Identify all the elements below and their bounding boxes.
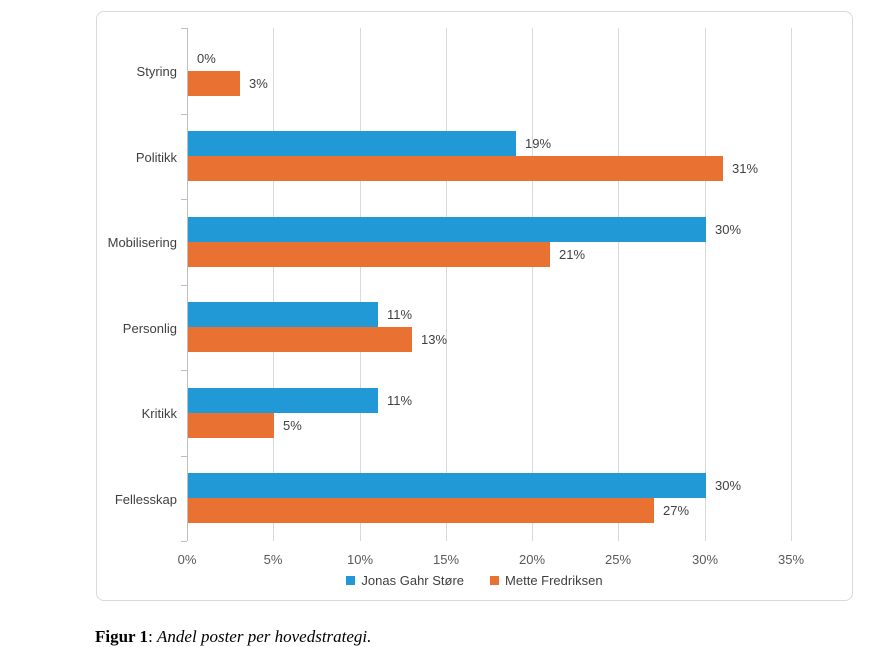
category-label: Styring: [136, 63, 177, 79]
chart-frame: 0% 5% 10% 15% 20% 25% 30% 35% Styring 0% 3% Politik…: [96, 11, 853, 601]
y-axis-tick: [181, 285, 187, 286]
x-axis-tick-label: 20%: [518, 552, 546, 567]
x-axis-tick-label: 10%: [346, 552, 374, 567]
bar-value-label: 30%: [715, 222, 742, 237]
x-axis-tick-label: 0%: [177, 552, 197, 567]
y-axis-tick: [181, 28, 187, 29]
x-axis-tick-label: 30%: [691, 552, 719, 567]
legend-label: Jonas Gahr Støre: [361, 573, 465, 588]
category-label: Kritikk: [141, 405, 177, 421]
legend-label: Mette Fredriksen: [505, 573, 603, 588]
category-label: Personlig: [122, 320, 177, 336]
chart-legend: Jonas Gahr Støre Mette Fredriksen: [97, 573, 852, 588]
bar-series-1: [188, 498, 654, 523]
x-axis-tick-label: 25%: [604, 552, 632, 567]
bar-value-label: 0%: [197, 51, 216, 66]
bar-series-0: [188, 131, 516, 156]
gridline: [273, 28, 274, 541]
legend-item-series-0: Jonas Gahr Støre: [346, 573, 464, 588]
y-axis-tick: [181, 456, 187, 457]
bar-series-1: [188, 71, 240, 96]
bar-series-1: [188, 242, 550, 267]
gridline: [618, 28, 619, 541]
bar-value-label: 13%: [421, 332, 448, 347]
legend-item-series-1: Mette Fredriksen: [490, 573, 603, 588]
bar-value-label: 11%: [387, 393, 413, 408]
y-axis-tick: [181, 114, 187, 115]
gridline: [705, 28, 706, 541]
bar-value-label: 27%: [663, 503, 690, 518]
bar-value-label: 19%: [525, 136, 552, 151]
figure-caption-separator: :: [148, 627, 158, 646]
x-axis-tick-label: 35%: [777, 552, 805, 567]
bar-value-label: 11%: [387, 307, 413, 322]
bar-value-label: 21%: [559, 247, 586, 262]
gridline: [532, 28, 533, 541]
legend-swatch: [490, 576, 500, 585]
figure-caption-label: Figur 1: [95, 627, 149, 646]
x-axis-tick-label: 5%: [263, 552, 283, 567]
gridline: [791, 28, 792, 541]
category-label: Politikk: [135, 149, 177, 165]
bar-series-0: [188, 302, 378, 327]
bar-value-label: 31%: [732, 161, 759, 176]
gridline: [360, 28, 361, 541]
category-label: Fellesskap: [114, 491, 177, 507]
bar-value-label: 30%: [715, 478, 742, 493]
y-axis-tick: [181, 199, 187, 200]
y-axis-tick: [181, 541, 187, 542]
y-axis-line: [187, 28, 188, 541]
bar-series-1: [188, 327, 412, 352]
legend-swatch: [346, 576, 356, 585]
bar-series-0: [188, 473, 706, 498]
figure-caption-text: Andel poster per hovedstrategi.: [157, 627, 372, 646]
bar-value-label: 3%: [249, 76, 268, 91]
y-axis-tick: [181, 370, 187, 371]
bar-series-1: [188, 413, 274, 438]
plot-area: 0% 5% 10% 15% 20% 25% 30% 35% Styring 0% 3% Politik…: [108, 28, 804, 567]
x-axis-tick-label: 15%: [432, 552, 460, 567]
figure-caption: Figur 1: Andel poster per hovedstrategi.: [95, 627, 371, 647]
gridline: [446, 28, 447, 541]
bar-series-0: [188, 217, 706, 242]
category-label: Mobilisering: [107, 234, 177, 250]
bar-value-label: 5%: [283, 418, 302, 433]
bar-series-0: [188, 388, 378, 413]
bar-series-1: [188, 156, 723, 181]
